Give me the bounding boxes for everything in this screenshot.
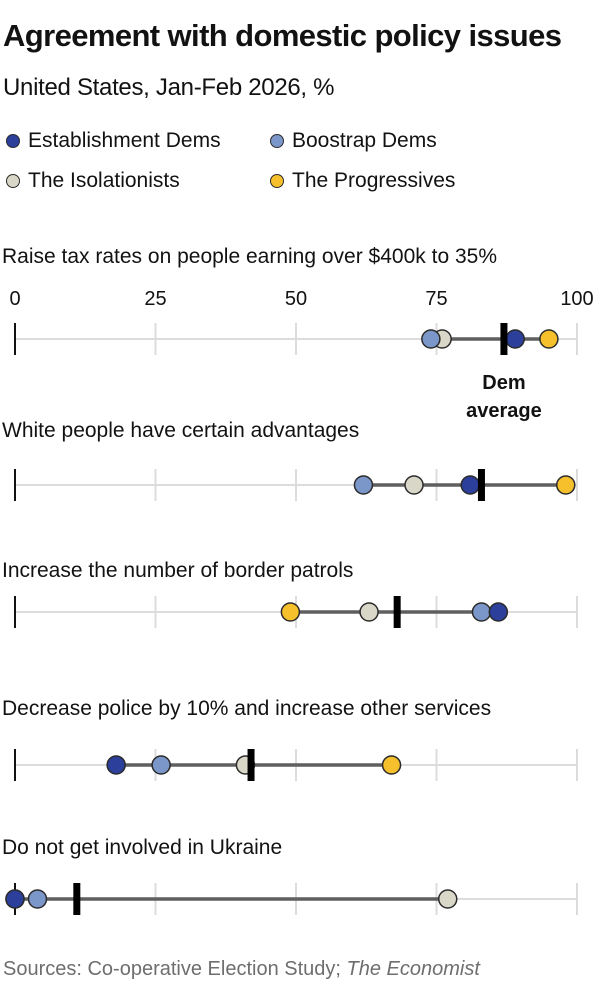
legend-label-boostrap-dems: Boostrap Dems [292,129,437,152]
dot-the-isolationists-2 [404,475,424,495]
chart-title: Agreement with domestic policy issues [3,18,562,53]
question-label-2: White people have certain advantages [2,419,359,442]
legend-swatch-boostrap-dems [270,134,284,148]
dot-boostrap-dems-1 [421,329,441,349]
legend-swatch-isolationists [6,174,20,188]
legend: Establishment Dems Boostrap Dems The Iso… [0,126,600,206]
dot-the-progressives-3 [280,602,301,622]
dot-the-progressives-1 [539,329,559,349]
tick-label-25: 25 [144,288,166,310]
average-label-line-2: average [466,400,542,422]
average-marker-2 [477,469,485,501]
dot-establishment-dems-4 [106,755,126,775]
dot-the-progressives-2 [556,475,576,495]
legend-swatch-establishment-dems [6,134,20,148]
source-note: Sources: Co-operative Election Study; Th… [3,958,480,981]
tick-label-50: 50 [285,288,307,310]
legend-item-boostrap-dems: Boostrap Dems [270,129,437,153]
average-marker-1 [500,323,508,355]
dot-establishment-dems-5 [5,889,25,909]
question-label-1: Raise tax rates on people earning over $… [2,245,497,268]
tick-label-100: 100 [560,288,593,310]
legend-swatch-progressives [270,174,284,188]
tick-label-0: 0 [9,288,20,310]
source-publisher: The Economist [346,958,480,980]
dot-boostrap-dems-3 [471,602,492,622]
average-label-line-1: Dem [482,372,525,394]
legend-label-establishment-dems: Establishment Dems [28,129,221,152]
dot-establishment-dems-1 [505,329,525,349]
average-marker-3 [393,596,401,628]
dot-the-progressives-4 [381,755,402,775]
tick-label-75: 75 [425,288,447,310]
legend-label-isolationists: The Isolationists [28,169,180,192]
average-marker-5 [73,883,81,915]
legend-item-isolationists: The Isolationists [6,169,180,193]
dot-establishment-dems-3 [488,602,509,622]
average-marker-4 [247,749,255,781]
chart-subtitle: United States, Jan-Feb 2026, % [3,74,335,101]
question-label-3: Increase the number of border patrols [2,559,353,582]
dot-boostrap-dems-4 [151,755,171,775]
dot-the-isolationists-3 [359,602,379,622]
dot-boostrap-dems-5 [27,889,48,909]
question-label-5: Do not get involved in Ukraine [2,836,282,859]
legend-item-establishment-dems: Establishment Dems [6,129,221,153]
question-label-4: Decrease police by 10% and increase othe… [2,697,491,720]
source-text: Sources: Co-operative Election Study; [3,958,347,980]
dot-establishment-dems-2 [460,475,480,495]
dot-range-chart: 0 25 50 75 100 Raise tax rates on people earn… [2,245,594,915]
dot-the-isolationists-5 [437,889,458,909]
dot-boostrap-dems-2 [353,475,374,495]
legend-label-progressives: The Progressives [292,169,456,192]
legend-item-progressives: The Progressives [270,169,455,193]
